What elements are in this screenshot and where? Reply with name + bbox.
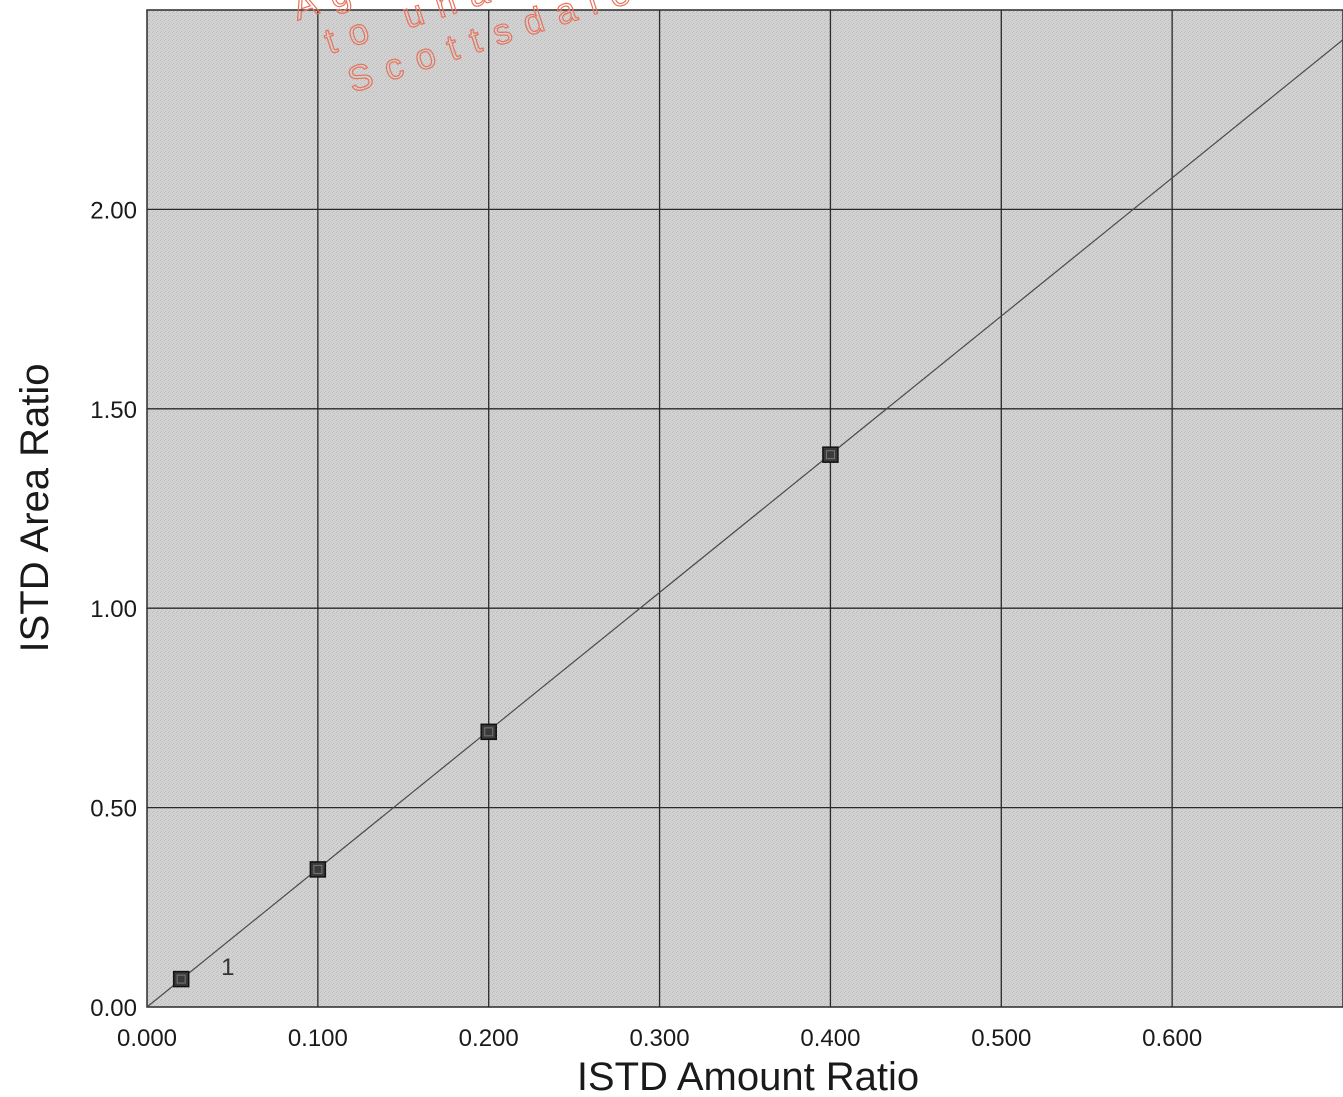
data-point-2 [309,861,327,878]
x-tick-label: 0.500 [971,1025,1031,1052]
fit-line [146,39,1343,1008]
data-point-inner-2 [313,864,323,874]
y-tick-label: 0.00 [90,995,137,1022]
y-tick-label: 0.50 [90,796,137,823]
x-tick-label: 0.300 [630,1025,690,1052]
data-point-1 [172,970,190,988]
x-axis-title: ISTD Amount Ratio [577,1055,919,1097]
y-axis-ticks: 0.00 0.50 1.00 1.50 2.00 [90,197,137,1022]
data-point-inner-4 [825,450,835,460]
x-tick-label: 0.600 [1142,1025,1202,1052]
y-tick-label: 2.00 [90,197,137,224]
grid [147,10,1343,1007]
y-tick-label: 1.50 [90,397,137,424]
y-axis-title: ISTD Area Ratio [13,363,57,652]
data-point-inner-1 [176,974,186,984]
y-tick-label: 1.00 [90,596,137,623]
fit-line-group [146,39,1343,1008]
data-point-4 [822,446,839,463]
x-tick-label: 0.100 [288,1025,348,1052]
data-point-label: 1 [221,954,234,981]
x-tick-label: 0.400 [800,1025,860,1052]
data-point-inner-3 [484,727,494,737]
x-tick-label: 0.200 [459,1025,519,1052]
data-points: 1 [172,446,839,988]
plot-area [146,9,1343,1008]
x-axis-ticks: 0.000 0.100 0.200 0.300 0.400 0.500 0.600 [117,1025,1202,1052]
data-point-3 [480,723,497,741]
x-tick-label: 0.000 [117,1025,177,1052]
